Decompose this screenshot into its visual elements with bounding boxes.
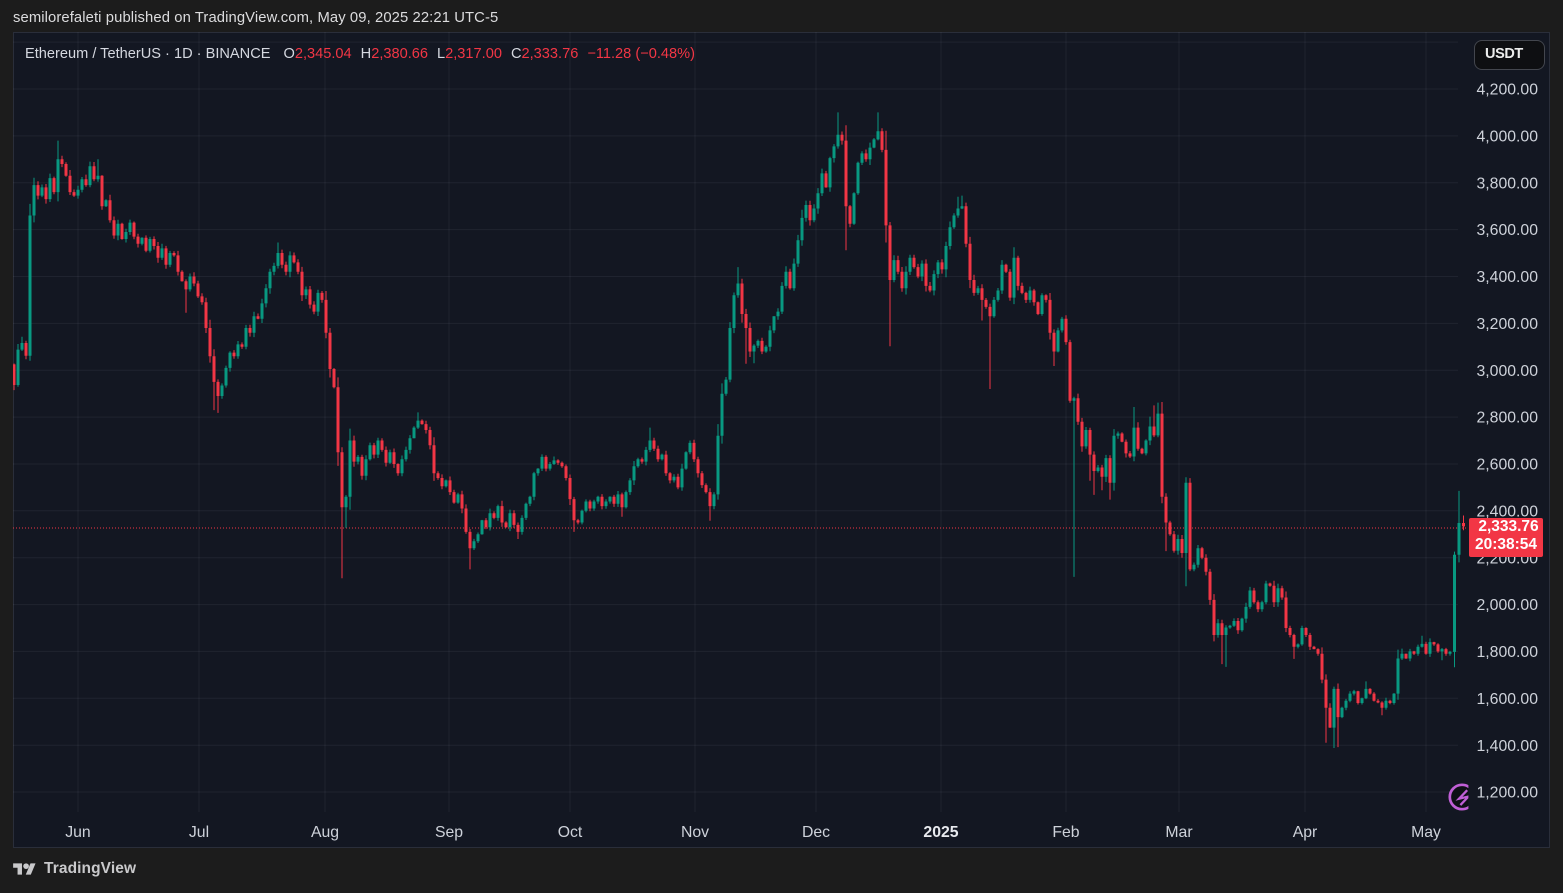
svg-text:2,600.00: 2,600.00	[1477, 457, 1539, 474]
svg-text:3,200.00: 3,200.00	[1477, 316, 1539, 333]
svg-text:Mar: Mar	[1165, 824, 1192, 841]
svg-text:2,000.00: 2,000.00	[1477, 597, 1539, 614]
svg-text:3,800.00: 3,800.00	[1477, 175, 1539, 192]
svg-text:Feb: Feb	[1052, 824, 1079, 841]
svg-text:Jul: Jul	[189, 824, 209, 841]
svg-text:3,400.00: 3,400.00	[1477, 269, 1539, 286]
svg-text:Oct: Oct	[558, 824, 583, 841]
svg-text:2025: 2025	[923, 824, 958, 841]
svg-text:Nov: Nov	[681, 824, 709, 841]
svg-text:Aug: Aug	[311, 824, 339, 841]
svg-text:Jun: Jun	[65, 824, 90, 841]
svg-text:3,600.00: 3,600.00	[1477, 222, 1539, 239]
svg-text:4,000.00: 4,000.00	[1477, 129, 1539, 146]
svg-text:4,200.00: 4,200.00	[1477, 82, 1539, 99]
svg-text:May: May	[1411, 824, 1441, 841]
svg-text:3,000.00: 3,000.00	[1477, 363, 1539, 380]
svg-text:Apr: Apr	[1293, 824, 1318, 841]
svg-text:1,800.00: 1,800.00	[1477, 644, 1539, 661]
svg-text:1,600.00: 1,600.00	[1477, 691, 1539, 708]
svg-text:Sep: Sep	[435, 824, 463, 841]
svg-text:2,400.00: 2,400.00	[1477, 503, 1539, 520]
svg-text:1,200.00: 1,200.00	[1477, 785, 1539, 802]
svg-text:2,800.00: 2,800.00	[1477, 410, 1539, 427]
svg-text:1,400.00: 1,400.00	[1477, 738, 1539, 755]
svg-text:Dec: Dec	[802, 824, 830, 841]
